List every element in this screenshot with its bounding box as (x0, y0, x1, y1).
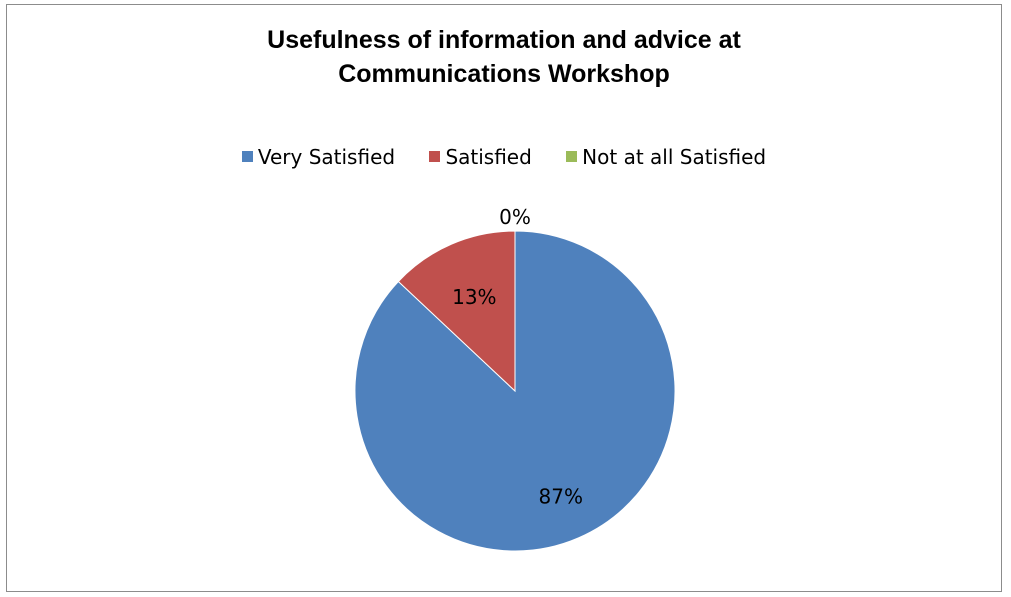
legend-label-satisfied: Satisfied (445, 144, 532, 169)
chart-title-line-1: Usefulness of information and advice at (267, 26, 741, 54)
pie-slice-satisfied (397, 230, 516, 393)
data-label-not-at-all-satisfied: 0% (499, 205, 531, 229)
legend-swatch-satisfied (429, 151, 441, 162)
legend-item-not-at-all-satisfied: Not at all Satisfied (566, 145, 766, 169)
legend-swatch-very-satisfied (241, 151, 253, 162)
legend: Very Satisfied Satisfied Not at all Sati… (7, 143, 1001, 169)
legend-label-very-satisfied: Very Satisfied (257, 144, 396, 169)
chart-title: Usefulness of information and advice at … (7, 23, 1001, 91)
data-label-satisfied: 13% (452, 285, 496, 309)
legend-swatch-not-at-all-satisfied (566, 151, 578, 162)
chart-title-line-2: Communications Workshop (338, 60, 670, 88)
data-label-very-satisfied: 87% (539, 485, 583, 509)
legend-label-not-at-all-satisfied: Not at all Satisfied (582, 144, 767, 169)
legend-item-very-satisfied: Very Satisfied (241, 144, 396, 169)
legend-item-satisfied: Satisfied (429, 144, 532, 169)
